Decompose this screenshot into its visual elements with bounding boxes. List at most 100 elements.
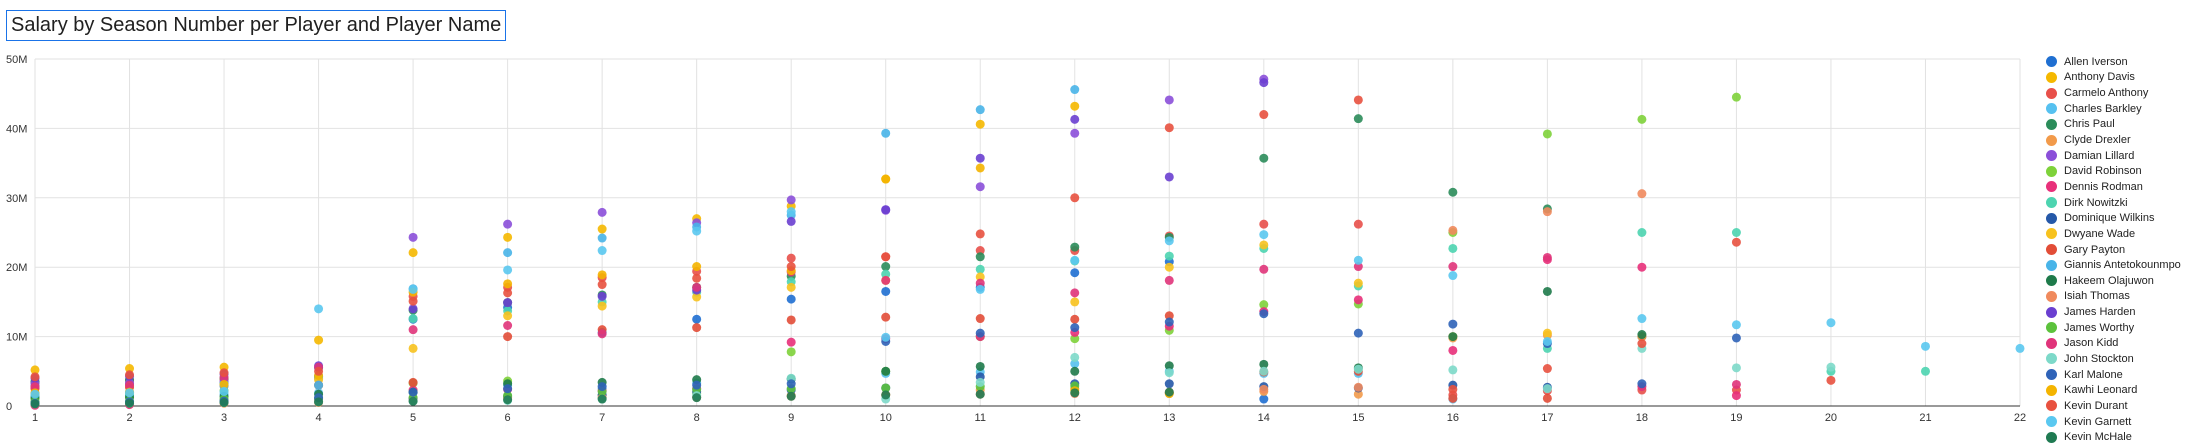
data-point bbox=[692, 282, 702, 292]
data-point bbox=[503, 288, 513, 298]
legend-item[interactable]: Allen Iverson bbox=[2046, 54, 2203, 70]
data-point bbox=[975, 182, 985, 192]
data-point bbox=[881, 262, 891, 272]
data-point bbox=[786, 282, 796, 292]
data-point bbox=[1637, 189, 1647, 199]
data-point bbox=[1070, 268, 1080, 278]
data-point bbox=[1164, 275, 1174, 285]
legend-item[interactable]: Dominique Wilkins bbox=[2046, 210, 2203, 226]
data-point bbox=[1542, 207, 1552, 217]
data-point bbox=[1070, 314, 1080, 324]
data-point bbox=[503, 219, 513, 229]
legend-item[interactable]: Kevin Garnett bbox=[2046, 414, 2203, 430]
legend-swatch bbox=[2046, 431, 2057, 443]
data-point bbox=[1448, 243, 1458, 253]
legend-label: Isiah Thomas bbox=[2064, 290, 2130, 303]
legend-item[interactable]: Kevin Durant bbox=[2046, 398, 2203, 414]
gridlines bbox=[34, 58, 2021, 407]
data-point bbox=[975, 119, 985, 129]
data-point bbox=[881, 205, 891, 215]
x-tick-label: 14 bbox=[1258, 412, 1270, 424]
legend-swatch bbox=[2046, 244, 2057, 255]
data-point bbox=[1070, 255, 1080, 265]
data-point bbox=[1353, 278, 1363, 288]
data-point bbox=[692, 380, 702, 390]
data-point bbox=[1070, 193, 1080, 203]
legend-swatch bbox=[2046, 290, 2057, 302]
data-point bbox=[1070, 114, 1080, 124]
legend-label: Clyde Drexler bbox=[2064, 134, 2131, 147]
legend-item[interactable]: Kevin McHale bbox=[2046, 429, 2203, 445]
legend-item[interactable]: Chris Paul bbox=[2046, 117, 2203, 133]
legend-item[interactable]: Dennis Rodman bbox=[2046, 179, 2203, 195]
legend-item[interactable]: Gary Payton bbox=[2046, 242, 2203, 258]
legend-swatch bbox=[2046, 56, 2057, 68]
data-point bbox=[125, 380, 135, 390]
legend-item[interactable]: Clyde Drexler bbox=[2046, 132, 2203, 148]
legend-item[interactable]: Hakeem Olajuwon bbox=[2046, 273, 2203, 289]
x-tick-label: 3 bbox=[221, 412, 227, 424]
legend-item[interactable]: Carmelo Anthony bbox=[2046, 85, 2203, 101]
legend-item[interactable]: Karl Malone bbox=[2046, 367, 2203, 383]
data-point bbox=[1259, 264, 1269, 274]
legend-label: Charles Barkley bbox=[2064, 102, 2142, 115]
legend-label: Kevin Garnett bbox=[2064, 415, 2132, 428]
legend-item[interactable]: Isiah Thomas bbox=[2046, 289, 2203, 305]
legend-item[interactable]: Giannis Antetokounmpo bbox=[2046, 257, 2203, 273]
legend-label: Dwyane Wade bbox=[2064, 227, 2136, 240]
legend-item[interactable]: Charles Barkley bbox=[2046, 101, 2203, 117]
legend-swatch bbox=[2046, 134, 2057, 146]
x-tick-label: 5 bbox=[410, 412, 416, 424]
data-point bbox=[1164, 317, 1174, 327]
data-point bbox=[1164, 172, 1174, 182]
data-point bbox=[1542, 393, 1552, 403]
legend-item[interactable]: Dirk Nowitzki bbox=[2046, 195, 2203, 211]
data-point bbox=[1259, 230, 1269, 240]
legend-label: David Robinson bbox=[2064, 165, 2142, 178]
data-point bbox=[30, 389, 40, 399]
data-point bbox=[597, 270, 607, 280]
data-point bbox=[975, 328, 985, 338]
data-point bbox=[1164, 311, 1174, 321]
data-point bbox=[786, 207, 796, 217]
data-point bbox=[1259, 240, 1269, 250]
legend-item[interactable]: James Harden bbox=[2046, 304, 2203, 320]
data-point bbox=[1637, 330, 1647, 340]
data-point bbox=[219, 386, 229, 396]
data-point bbox=[408, 325, 418, 335]
legend-item[interactable]: Kawhi Leonard bbox=[2046, 382, 2203, 398]
legend-item[interactable]: David Robinson bbox=[2046, 163, 2203, 179]
legend-label: Dominique Wilkins bbox=[2064, 212, 2155, 225]
legend-swatch bbox=[2046, 384, 2057, 396]
data-point bbox=[1070, 297, 1080, 307]
data-point bbox=[125, 364, 135, 374]
legend-swatch bbox=[2046, 353, 2057, 365]
data-point bbox=[1353, 382, 1363, 392]
data-point bbox=[1448, 365, 1458, 375]
legend-item[interactable]: Damian Lillard bbox=[2046, 148, 2203, 164]
legend-item[interactable]: Anthony Davis bbox=[2046, 70, 2203, 86]
data-point bbox=[1164, 368, 1174, 378]
legend-swatch bbox=[2046, 416, 2057, 428]
legend-label: Carmelo Anthony bbox=[2064, 87, 2149, 100]
legend-item[interactable]: Dwyane Wade bbox=[2046, 226, 2203, 242]
legend-swatch bbox=[2046, 322, 2057, 334]
chart-title[interactable]: Salary by Season Number per Player and P… bbox=[6, 10, 507, 41]
legend-item[interactable]: John Stockton bbox=[2046, 351, 2203, 367]
data-point bbox=[1259, 359, 1269, 369]
data-point bbox=[1259, 300, 1269, 310]
data-point bbox=[1353, 389, 1363, 399]
data-point bbox=[1731, 320, 1741, 330]
legend-item[interactable]: James Worthy bbox=[2046, 320, 2203, 336]
data-point bbox=[1070, 85, 1080, 95]
legend-item[interactable]: Jason Kidd bbox=[2046, 336, 2203, 352]
data-point bbox=[786, 315, 796, 325]
data-point bbox=[503, 298, 513, 308]
data-point bbox=[881, 275, 891, 285]
x-tick-label: 19 bbox=[1730, 412, 1742, 424]
data-point bbox=[503, 248, 513, 258]
data-point bbox=[408, 296, 418, 306]
data-point bbox=[1731, 379, 1741, 389]
data-point bbox=[30, 365, 40, 375]
